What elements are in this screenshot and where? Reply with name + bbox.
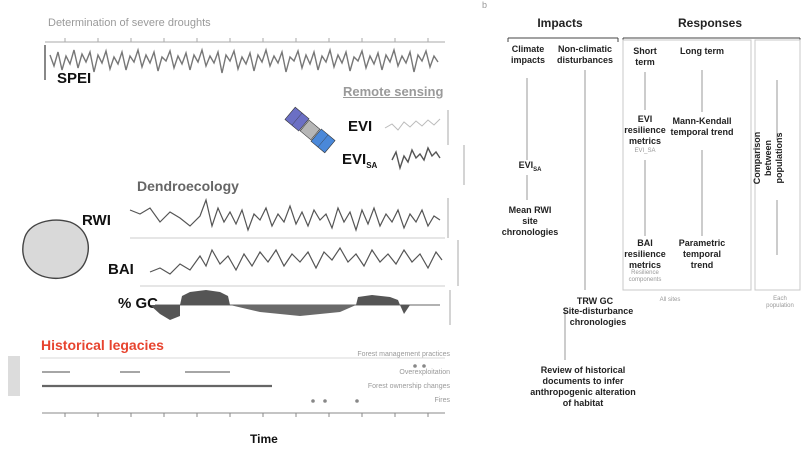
satellite-icon: [284, 106, 336, 154]
historical-review-node: Review of historical documents to infer …: [530, 365, 636, 408]
responses-box-compare: [754, 39, 801, 291]
evisa-plot: [391, 145, 465, 185]
evi-sa-node: EVISA: [518, 160, 542, 173]
hist-row-label-3: Fires: [434, 397, 450, 404]
each-population-label: Each population: [766, 296, 794, 309]
trw-gc-node: TRW GC: [576, 296, 614, 306]
nonclimatic-node: Non-climatic disturbances: [556, 44, 614, 65]
bai-label: BAI: [108, 261, 134, 278]
long-term-node: Long term: [680, 46, 724, 56]
historical-title: Historical legacies: [41, 337, 164, 353]
bai-resilience-node: BAI resilience metrics: [624, 238, 666, 270]
gc-lower-fill-3: [400, 305, 410, 314]
responses-heading: Responses: [677, 16, 743, 30]
map-blob-icon: [22, 219, 89, 279]
evisa-subscript: SA: [366, 161, 378, 170]
spei-title: Determination of severe droughts: [48, 17, 211, 29]
short-term-node: Short term: [633, 46, 657, 67]
spei-ticks: [64, 38, 429, 42]
bai-plot: [140, 240, 459, 287]
dendroecology-title: Dendroecology: [137, 178, 239, 194]
disturbance-chronologies-node: Site-disturbance chronologies: [562, 306, 634, 327]
responses-box-main: [622, 39, 752, 291]
evisa-label: EVISA: [342, 151, 378, 170]
hist-row-label-1: Overexploitation: [399, 369, 450, 376]
rwi-series: [129, 197, 441, 232]
bai-series: [149, 246, 443, 275]
evi-sa-node-sub: SA: [533, 166, 542, 173]
remote-sensing-title: Remote sensing: [343, 84, 444, 99]
hist-row-label-0: Forest management practices: [357, 351, 450, 358]
mann-kendall-node: Mann-Kendall temporal trend: [670, 116, 734, 137]
all-sites-label: All sites: [659, 297, 681, 303]
rwi-plot: [129, 197, 449, 239]
historical-tracks: [8, 356, 445, 417]
evi-label: EVI: [348, 118, 373, 135]
spei-series: [49, 47, 439, 74]
impacts-heading: Impacts: [537, 16, 583, 30]
rwi-label: RWI: [82, 212, 111, 229]
mean-rwi-node: Mean RWI site chronologies: [501, 205, 559, 237]
parametric-trend-node: Parametric temporal trend: [678, 238, 726, 270]
evi-resilience-sub: EVI_SA: [634, 148, 656, 154]
bai-resilience-sub: Resilience components: [628, 270, 662, 283]
gc-upper-fill-2: [356, 295, 400, 305]
time-axis-label: Time: [250, 432, 278, 446]
climate-impacts-node: Climate impacts: [510, 44, 545, 65]
gc-lower-fill: [150, 305, 180, 320]
evi-resilience-node: EVI resilience metrics: [624, 114, 666, 146]
gc-plot: [150, 290, 451, 325]
flow-graphics: [507, 37, 801, 360]
gc-label: % GC: [118, 295, 159, 312]
evi-plot: [384, 110, 449, 145]
gc-lower-fill-2: [230, 305, 356, 316]
comparison-node: Comparison between populations: [752, 131, 784, 185]
spei-plot: [44, 38, 445, 80]
panel-letter: b: [482, 0, 488, 10]
left-graphics: [8, 38, 465, 417]
gc-upper-fill: [180, 290, 230, 305]
hist-row-label-2: Forest ownership changes: [367, 383, 450, 390]
spei-label: SPEI: [57, 70, 92, 87]
